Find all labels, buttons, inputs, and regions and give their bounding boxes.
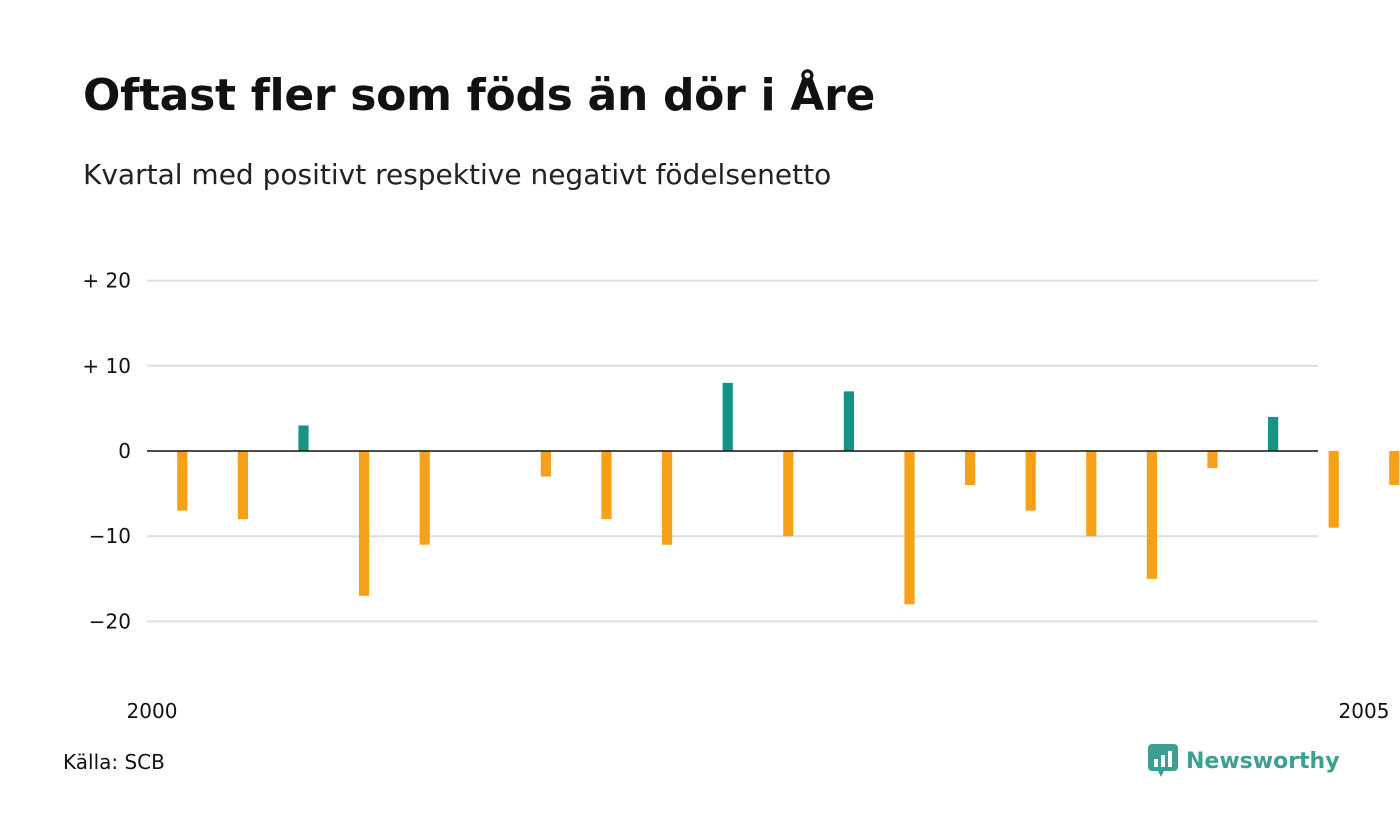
brand-name: Newsworthy [1186, 748, 1340, 774]
bar [1086, 451, 1097, 537]
y-tick-label: −10 [89, 524, 131, 548]
bar [843, 391, 854, 451]
bar [1207, 451, 1218, 469]
source-note: Källa: SCB [63, 750, 165, 774]
bar [722, 382, 733, 451]
x-tick-label: 2000 [127, 699, 178, 723]
bar [359, 451, 370, 596]
bar [177, 451, 188, 511]
gridlines [147, 279, 1318, 623]
bar [601, 451, 612, 520]
bar [1328, 451, 1339, 528]
y-tick-label: + 20 [82, 269, 131, 293]
y-tick-label: + 10 [82, 354, 131, 378]
y-tick-label: −20 [89, 609, 131, 633]
brand-logo: Newsworthy [1148, 744, 1340, 778]
newsworthy-logo-icon [1148, 744, 1178, 777]
axes: + 20+ 100−10−2020002005201020152020 [82, 269, 1390, 723]
bar [1025, 451, 1036, 511]
bar [662, 451, 673, 545]
bar [1389, 451, 1400, 486]
y-tick-label: 0 [118, 439, 131, 463]
bars [177, 382, 1400, 605]
chart-subtitle: Kvartal med positivt respektive negativt… [83, 158, 832, 191]
bar [1146, 451, 1157, 579]
bar [1268, 416, 1279, 451]
bar [237, 451, 248, 520]
bar [419, 451, 430, 545]
bar [540, 451, 551, 477]
bar [965, 451, 976, 486]
chart-title: Oftast fler som föds än dör i Åre [83, 70, 876, 121]
x-tick-label: 2005 [1339, 699, 1390, 723]
bar-chart: + 20+ 100−10−2020002005201020152020 [82, 269, 1400, 723]
bar [783, 451, 794, 537]
bar [298, 425, 309, 451]
bar [904, 451, 915, 605]
